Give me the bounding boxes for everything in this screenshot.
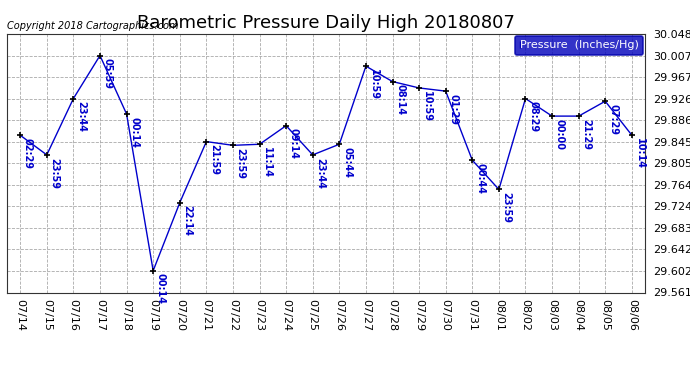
Text: 00:14: 00:14 — [129, 117, 139, 148]
Text: 08:14: 08:14 — [395, 84, 405, 116]
Text: 00:14: 00:14 — [156, 273, 166, 304]
Text: 05:59: 05:59 — [103, 58, 112, 89]
Text: 23:44: 23:44 — [315, 158, 326, 189]
Text: 21:29: 21:29 — [582, 119, 591, 150]
Text: 07:29: 07:29 — [608, 104, 618, 135]
Text: 11:14: 11:14 — [262, 147, 273, 178]
Text: 10:14: 10:14 — [635, 138, 644, 169]
Text: 23:59: 23:59 — [50, 158, 59, 189]
Legend: Pressure  (Inches/Hg): Pressure (Inches/Hg) — [515, 36, 643, 55]
Text: 00:00: 00:00 — [555, 119, 565, 150]
Title: Barometric Pressure Daily High 20180807: Barometric Pressure Daily High 20180807 — [137, 14, 515, 32]
Text: 09:14: 09:14 — [289, 129, 299, 159]
Text: 22:14: 22:14 — [183, 206, 193, 237]
Text: 08:29: 08:29 — [529, 101, 538, 132]
Text: 23:44: 23:44 — [76, 101, 86, 132]
Text: 02:29: 02:29 — [23, 138, 33, 169]
Text: 21:59: 21:59 — [209, 144, 219, 176]
Text: 10:59: 10:59 — [368, 69, 379, 100]
Text: 23:59: 23:59 — [502, 192, 512, 223]
Text: 10:59: 10:59 — [422, 91, 432, 122]
Text: 01:29: 01:29 — [448, 94, 458, 125]
Text: 05:44: 05:44 — [342, 147, 352, 178]
Text: 23:59: 23:59 — [236, 148, 246, 179]
Text: Copyright 2018 Cartographics.com: Copyright 2018 Cartographics.com — [7, 21, 179, 31]
Text: 00:44: 00:44 — [475, 163, 485, 194]
